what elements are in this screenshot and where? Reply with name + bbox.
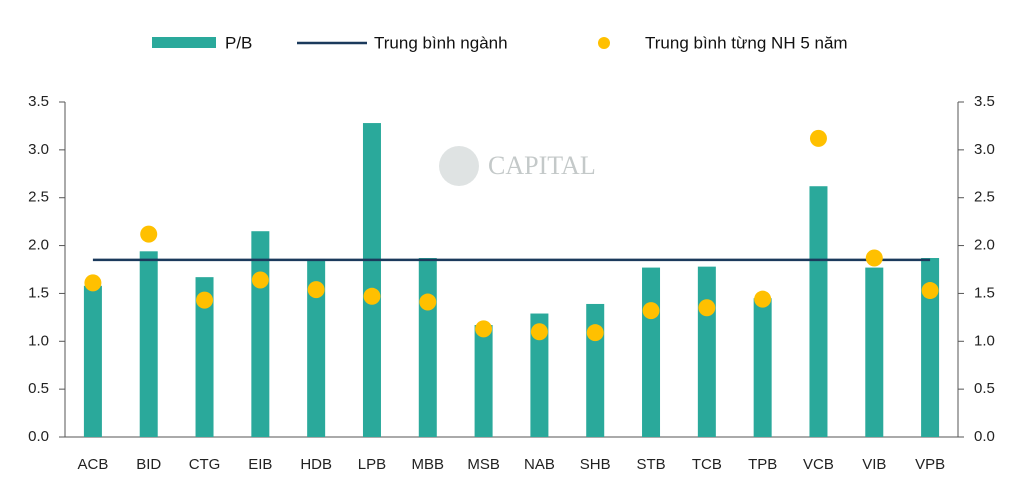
legend-swatch bbox=[152, 37, 216, 48]
dot bbox=[196, 291, 214, 309]
bar bbox=[251, 231, 270, 437]
dot bbox=[642, 302, 660, 320]
dot bbox=[251, 271, 269, 289]
x-tick-label: CTG bbox=[189, 456, 221, 473]
x-tick-label: LPB bbox=[358, 456, 386, 473]
dot bbox=[307, 281, 325, 299]
bar bbox=[418, 258, 437, 437]
dot bbox=[363, 287, 381, 305]
y2-tick-label: 2.0 bbox=[974, 237, 995, 254]
bar bbox=[139, 251, 158, 437]
watermark-text: CAPITAL bbox=[488, 151, 596, 180]
dot bbox=[586, 324, 604, 342]
x-tick-label: VIB bbox=[862, 456, 886, 473]
dot bbox=[921, 282, 939, 300]
bar bbox=[83, 285, 102, 437]
y2-tick-label: 0.0 bbox=[974, 428, 995, 445]
legend-label: Trung bình ngành bbox=[374, 33, 508, 52]
x-tick-label: HDB bbox=[300, 456, 332, 473]
legend-label: P/B bbox=[225, 33, 252, 52]
legend: P/B Trung bình ngành Trung bình từng NH 5 … bbox=[152, 33, 848, 52]
x-tick-label: NAB bbox=[524, 456, 555, 473]
watermark: CAPITAL bbox=[439, 146, 596, 186]
bar bbox=[362, 123, 381, 438]
dot bbox=[698, 299, 716, 317]
dot bbox=[419, 293, 437, 311]
y2-tick-label: 3.0 bbox=[974, 141, 995, 158]
x-tick-label: VCB bbox=[803, 456, 834, 473]
x-tick-label: SHB bbox=[580, 456, 611, 473]
y2-tick-label: 1.0 bbox=[974, 332, 995, 349]
bar bbox=[195, 277, 214, 437]
y2-tick-label: 1.5 bbox=[974, 284, 995, 301]
x-tick-label: EIB bbox=[248, 456, 272, 473]
bar bbox=[753, 298, 772, 437]
y2-tick-label: 0.5 bbox=[974, 380, 995, 397]
dot bbox=[530, 323, 548, 341]
legend-label: Trung bình từng NH 5 năm bbox=[645, 33, 848, 52]
y-tick-label: 1.5 bbox=[28, 284, 49, 301]
dot bbox=[809, 129, 827, 147]
bar bbox=[474, 325, 493, 437]
y-tick-label: 3.0 bbox=[28, 141, 49, 158]
dot bbox=[84, 274, 102, 292]
y-tick-label: 3.5 bbox=[28, 93, 49, 110]
x-tick-label: VPB bbox=[915, 456, 945, 473]
y2-tick-label: 2.5 bbox=[974, 189, 995, 206]
bar bbox=[642, 267, 661, 437]
x-tick-label: TPB bbox=[748, 456, 777, 473]
bar bbox=[530, 313, 549, 437]
bar bbox=[697, 266, 716, 437]
dot bbox=[865, 249, 883, 267]
dot bbox=[140, 225, 158, 243]
y-tick-label: 0.0 bbox=[28, 428, 49, 445]
bar bbox=[586, 303, 605, 437]
y-tick-label: 2.5 bbox=[28, 189, 49, 206]
bar bbox=[809, 186, 828, 437]
y-tick-label: 2.0 bbox=[28, 237, 49, 254]
watermark-logo bbox=[439, 146, 479, 186]
dot bbox=[475, 320, 493, 338]
dot bbox=[754, 290, 772, 308]
x-tick-label: STB bbox=[636, 456, 665, 473]
x-tick-label: ACB bbox=[77, 456, 108, 473]
x-tick-label: BID bbox=[136, 456, 161, 473]
y-tick-label: 0.5 bbox=[28, 380, 49, 397]
y2-tick-label: 3.5 bbox=[974, 93, 995, 110]
y-tick-label: 1.0 bbox=[28, 332, 49, 349]
bar bbox=[921, 258, 940, 437]
x-tick-label: TCB bbox=[692, 456, 722, 473]
legend-swatch bbox=[598, 37, 610, 49]
bar bbox=[865, 267, 884, 437]
bar bbox=[307, 258, 326, 437]
x-tick-label: MSB bbox=[467, 456, 500, 473]
x-tick-label: MBB bbox=[412, 456, 445, 473]
